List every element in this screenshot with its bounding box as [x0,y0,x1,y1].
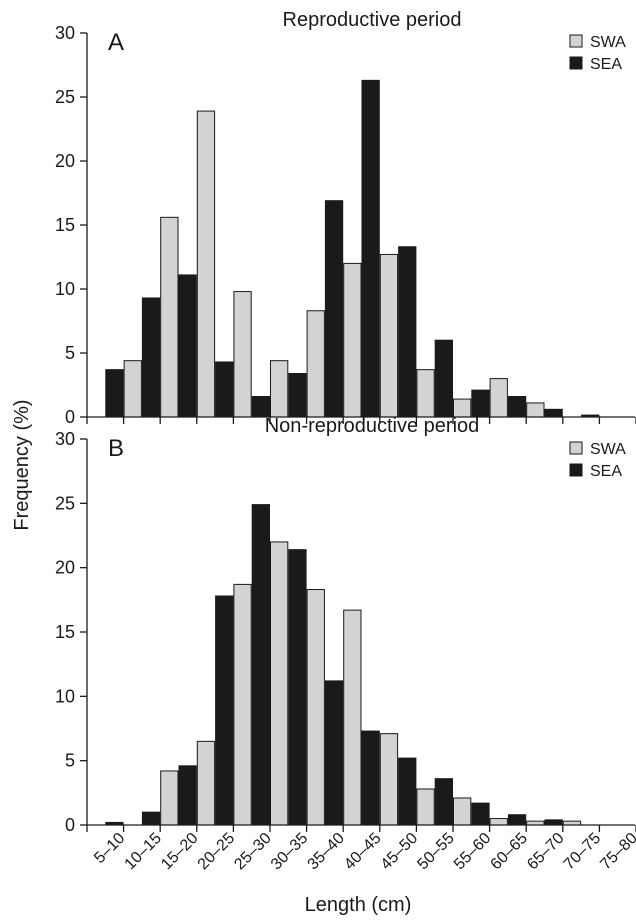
y-tick-label: 30 [55,429,75,449]
y-tick-label: 10 [55,279,75,299]
x-tick-label: 70–75 [561,830,605,874]
panel-title: Non-reproductive period [265,415,480,437]
bar-sea-25–30 [251,396,270,418]
bar-swa-25–30 [233,583,252,826]
x-tick-label: 65–70 [524,830,568,874]
legend-label-sea: SEA [590,56,622,73]
panel-title: Reproductive period [283,9,462,31]
x-tick-label: 75–80 [597,830,636,874]
bar-swa-40–45 [343,609,362,826]
y-tick-label: 5 [65,343,75,363]
legend-label-swa: SWA [590,34,626,51]
x-tick-label: 40–45 [341,830,385,874]
y-tick-label: 0 [65,815,75,835]
y-tick-label: 5 [65,751,75,771]
bar-sea-30–35 [288,372,307,418]
bar-sea-60–65 [507,396,527,418]
bar-swa-15–20 [160,216,179,418]
bar-swa-60–65 [489,818,508,826]
bar-sea-35–40 [324,680,344,826]
bar-sea-40–45 [361,730,380,826]
x-tick-label: 60–65 [488,830,532,874]
x-tick-label: 45–50 [378,830,422,874]
bar-sea-65–70 [544,408,563,418]
y-tick-label: 25 [55,87,75,107]
bar-sea-25–30 [251,504,270,826]
y-tick-label: 20 [55,151,75,171]
bar-swa-20–25 [196,110,216,418]
bar-sea-10–15 [141,811,161,826]
bar-swa-50–55 [416,788,435,826]
bar-swa-60–65 [489,378,508,418]
bar-swa-30–35 [270,360,289,418]
y-tick-label: 15 [55,215,75,235]
x-axis-label: Length (cm) [305,894,412,916]
bar-sea-40–45 [361,79,380,418]
legend-swatch-sea [569,56,583,70]
bar-swa-65–70 [526,402,545,418]
bar-sea-50–55 [434,339,454,418]
bar-sea-30–35 [288,549,307,826]
bar-swa-20–25 [196,740,216,826]
bar-sea-55–60 [471,802,490,826]
bar-sea-20–25 [215,595,234,826]
bar-sea-50–55 [434,778,454,826]
y-tick-label: 30 [55,23,75,43]
panel-a: Reproductive period A 0 5 10 15 20 25 30 SWA SEA [55,9,636,427]
bar-swa-40–45 [343,262,362,418]
y-tick-label: 10 [55,686,75,706]
legend-label-swa: SWA [590,441,626,458]
bar-sea-10–15 [141,297,161,418]
legend-label-sea: SEA [590,463,622,480]
x-tick-label: 20–25 [195,830,239,874]
y-tick-label: 0 [65,407,75,427]
y-tick-label: 15 [55,622,75,642]
bar-sea-45–50 [398,246,417,418]
y-axis-label: Frequency (%) [11,399,33,530]
y-tick-label: 20 [55,558,75,578]
bar-sea-20–25 [215,361,234,418]
x-tick-label: 50–55 [414,830,458,874]
bar-sea-5–10 [105,369,124,418]
legend-swatch-swa [569,441,583,455]
x-tick-label: 10–15 [122,830,166,874]
bar-swa-35–40 [306,589,325,826]
x-tick-label: 35–40 [305,830,349,874]
bar-swa-45–50 [379,253,399,418]
x-tick-label: 15–20 [158,830,202,874]
bar-swa-25–30 [233,291,252,418]
panel-b: Non-reproductive periodB0510152025305–10… [55,415,636,873]
x-tick-label: 30–35 [268,830,312,874]
bar-swa-45–50 [379,733,399,826]
x-tick-label: 55–60 [451,830,495,874]
bar-sea-45–50 [398,757,417,826]
bar-sea-35–40 [324,200,344,418]
y-tick-label: 25 [55,493,75,513]
bar-swa-15–20 [160,770,179,826]
bar-swa-50–55 [416,369,435,418]
x-tick-label: 25–30 [231,830,275,874]
bar-sea-65–70 [544,819,563,826]
panel-letter: A [108,29,124,56]
bar-sea-60–65 [507,814,527,826]
panel-letter: B [108,435,124,462]
bar-sea-15–20 [178,274,197,418]
bar-sea-55–60 [471,389,490,418]
bar-sea-15–20 [178,765,197,826]
bar-swa-55–60 [453,797,472,826]
bar-swa-35–40 [306,310,325,418]
bar-swa-30–35 [270,541,289,826]
legend-swatch-swa [569,34,583,48]
legend-swatch-sea [569,463,583,477]
bar-swa-10–15 [123,360,142,418]
